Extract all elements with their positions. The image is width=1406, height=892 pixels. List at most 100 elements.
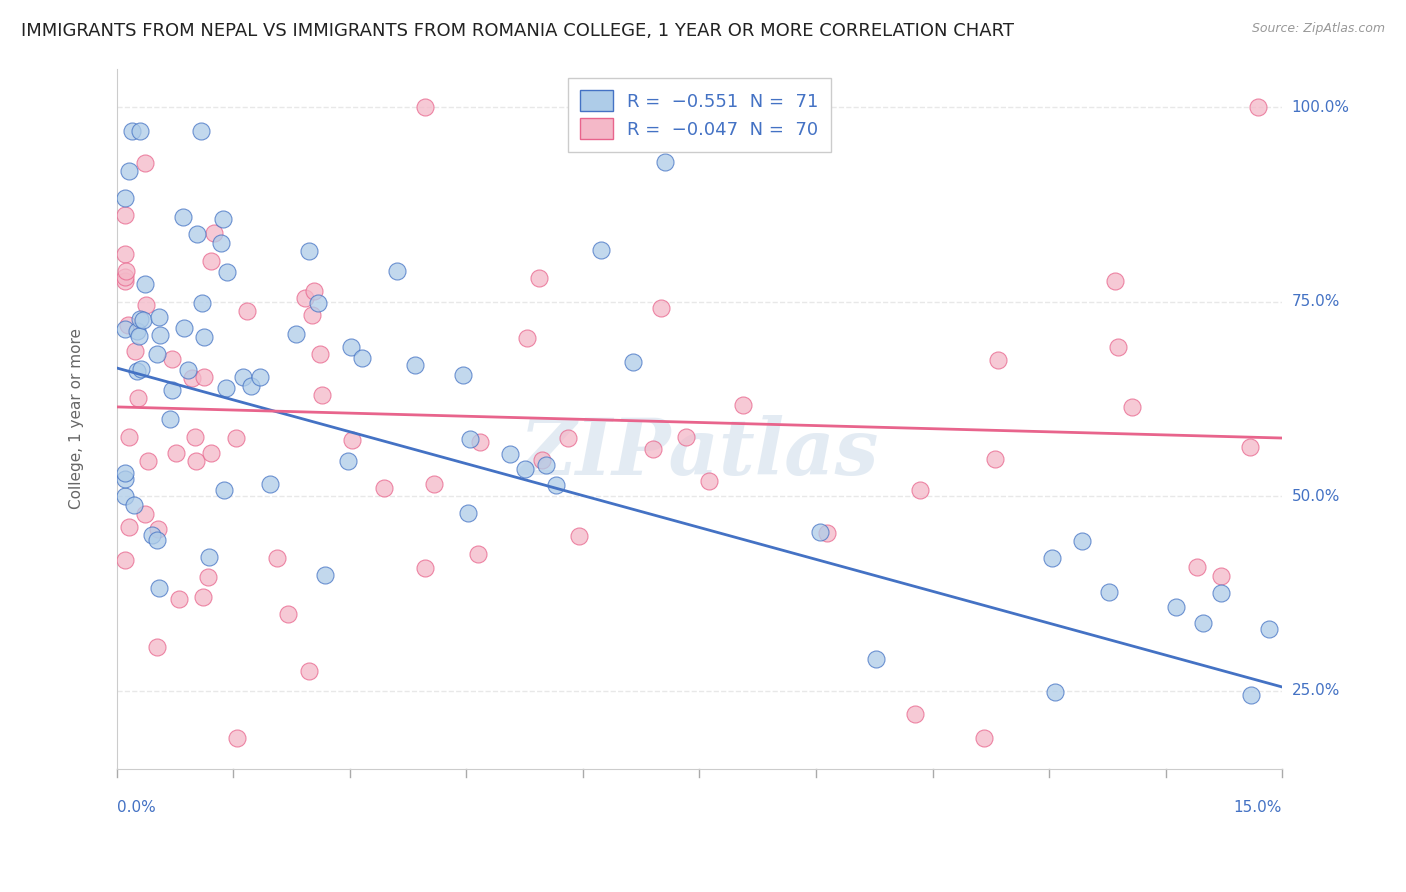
Point — [202, 227, 225, 241]
Point — [114, 321, 136, 335]
Point — [557, 431, 579, 445]
Point — [1209, 585, 1232, 599]
Point — [225, 431, 247, 445]
Point — [129, 362, 152, 376]
Point — [733, 398, 755, 412]
Text: 0.0%: 0.0% — [117, 800, 156, 815]
Point — [621, 355, 644, 369]
Point — [125, 364, 148, 378]
Point — [643, 442, 665, 457]
Point — [117, 430, 139, 444]
Point — [114, 489, 136, 503]
Point — [413, 561, 436, 575]
Point — [568, 529, 591, 543]
Point — [350, 351, 373, 365]
Point — [232, 369, 254, 384]
Point — [129, 124, 152, 138]
Point — [309, 347, 332, 361]
Point — [530, 453, 553, 467]
Point — [987, 353, 1010, 368]
Point — [467, 547, 489, 561]
Point — [186, 454, 208, 468]
Point — [134, 156, 156, 170]
Point — [212, 212, 235, 227]
Point — [1043, 685, 1066, 699]
Point — [513, 462, 536, 476]
Point — [125, 324, 148, 338]
Point — [148, 581, 170, 595]
Point — [516, 331, 538, 345]
Point — [1121, 400, 1143, 414]
Point — [373, 481, 395, 495]
Point — [650, 301, 672, 315]
Point — [240, 379, 263, 393]
Point — [453, 368, 475, 383]
Point — [132, 313, 155, 327]
Point — [236, 304, 259, 318]
Point — [197, 570, 219, 584]
Point — [121, 124, 143, 138]
Point — [129, 312, 152, 326]
Point — [172, 210, 194, 224]
Point — [124, 343, 146, 358]
Point — [146, 522, 169, 536]
Point — [336, 454, 359, 468]
Text: 75.0%: 75.0% — [1292, 294, 1340, 310]
Point — [298, 244, 321, 258]
Point — [114, 191, 136, 205]
Point — [654, 155, 676, 169]
Text: 50.0%: 50.0% — [1292, 489, 1340, 504]
Legend: R =  −0.551  N =  71, R =  −0.047  N =  70: R = −0.551 N = 71, R = −0.047 N = 70 — [568, 78, 831, 152]
Point — [114, 208, 136, 222]
Point — [200, 253, 222, 268]
Point — [301, 308, 323, 322]
Point — [217, 265, 239, 279]
Point — [191, 296, 214, 310]
Point — [536, 458, 558, 472]
Point — [136, 454, 159, 468]
Point — [215, 381, 238, 395]
Point — [135, 298, 157, 312]
Point — [165, 445, 187, 459]
Point — [973, 731, 995, 745]
Point — [277, 607, 299, 621]
Point — [127, 391, 149, 405]
Point — [114, 466, 136, 480]
Point — [423, 476, 446, 491]
Point — [808, 524, 831, 539]
Point — [285, 326, 308, 341]
Point — [118, 163, 141, 178]
Point — [124, 499, 146, 513]
Point — [173, 321, 195, 335]
Point — [117, 318, 139, 333]
Point — [146, 640, 169, 655]
Point — [114, 274, 136, 288]
Point — [186, 227, 208, 242]
Point — [114, 472, 136, 486]
Point — [302, 284, 325, 298]
Point — [589, 243, 612, 257]
Point — [294, 291, 316, 305]
Point — [1098, 584, 1121, 599]
Point — [134, 277, 156, 291]
Point — [167, 591, 190, 606]
Point — [114, 270, 136, 285]
Point — [815, 526, 838, 541]
Point — [146, 533, 169, 548]
Point — [114, 553, 136, 567]
Point — [865, 651, 887, 665]
Point — [413, 100, 436, 114]
Point — [160, 352, 183, 367]
Point — [340, 433, 363, 447]
Point — [527, 270, 550, 285]
Point — [114, 247, 136, 261]
Text: 100.0%: 100.0% — [1292, 100, 1350, 115]
Point — [1257, 623, 1279, 637]
Text: IMMIGRANTS FROM NEPAL VS IMMIGRANTS FROM ROMANIA COLLEGE, 1 YEAR OR MORE CORRELA: IMMIGRANTS FROM NEPAL VS IMMIGRANTS FROM… — [21, 22, 1014, 40]
Point — [141, 528, 163, 542]
Point — [1164, 600, 1187, 615]
Text: ZIPatlas: ZIPatlas — [520, 416, 879, 491]
Point — [1240, 688, 1263, 702]
Point — [1192, 615, 1215, 630]
Point — [908, 483, 931, 497]
